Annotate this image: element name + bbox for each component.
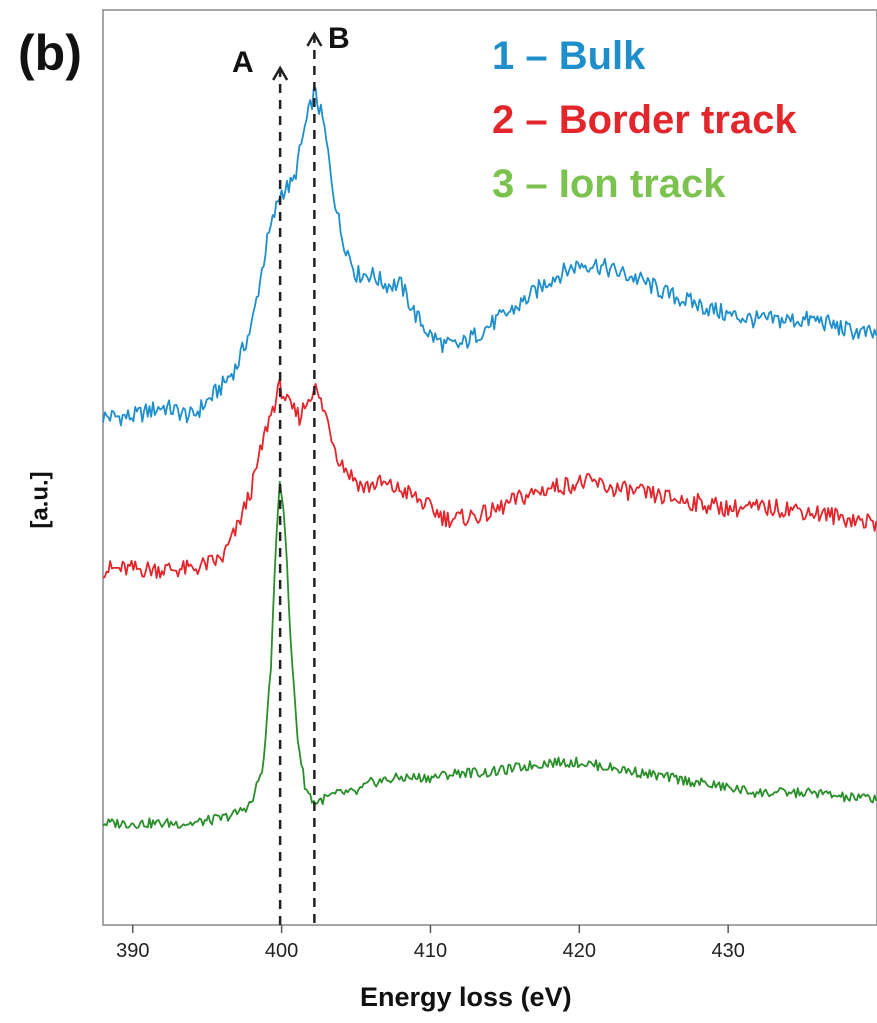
- x-tick-label-430: 430: [711, 940, 744, 962]
- marker-label-a: A: [232, 46, 254, 79]
- legend-entry-2: 2 – Border track: [492, 98, 797, 142]
- series-line-2: [102, 378, 877, 579]
- x-tick-label-410: 410: [414, 940, 447, 962]
- series-line-3: [102, 480, 877, 829]
- series-line-1: [102, 86, 877, 427]
- x-tick-label-390: 390: [116, 940, 149, 962]
- plot-frame: [102, 9, 877, 926]
- annotation-arrow-a: [272, 65, 289, 81]
- y-axis-label: [a.u.]: [26, 471, 54, 529]
- legend-entry-3: 3 – Ion track: [492, 162, 726, 206]
- annotation-arrow-b: [306, 31, 323, 47]
- x-axis-label: Energy loss (eV): [360, 982, 572, 1012]
- panel-label: (b): [18, 25, 82, 81]
- legend-entry-1: 1 – Bulk: [492, 34, 646, 78]
- x-tick-label-420: 420: [563, 940, 596, 962]
- x-tick-label-400: 400: [265, 940, 298, 962]
- marker-label-b: B: [328, 22, 350, 55]
